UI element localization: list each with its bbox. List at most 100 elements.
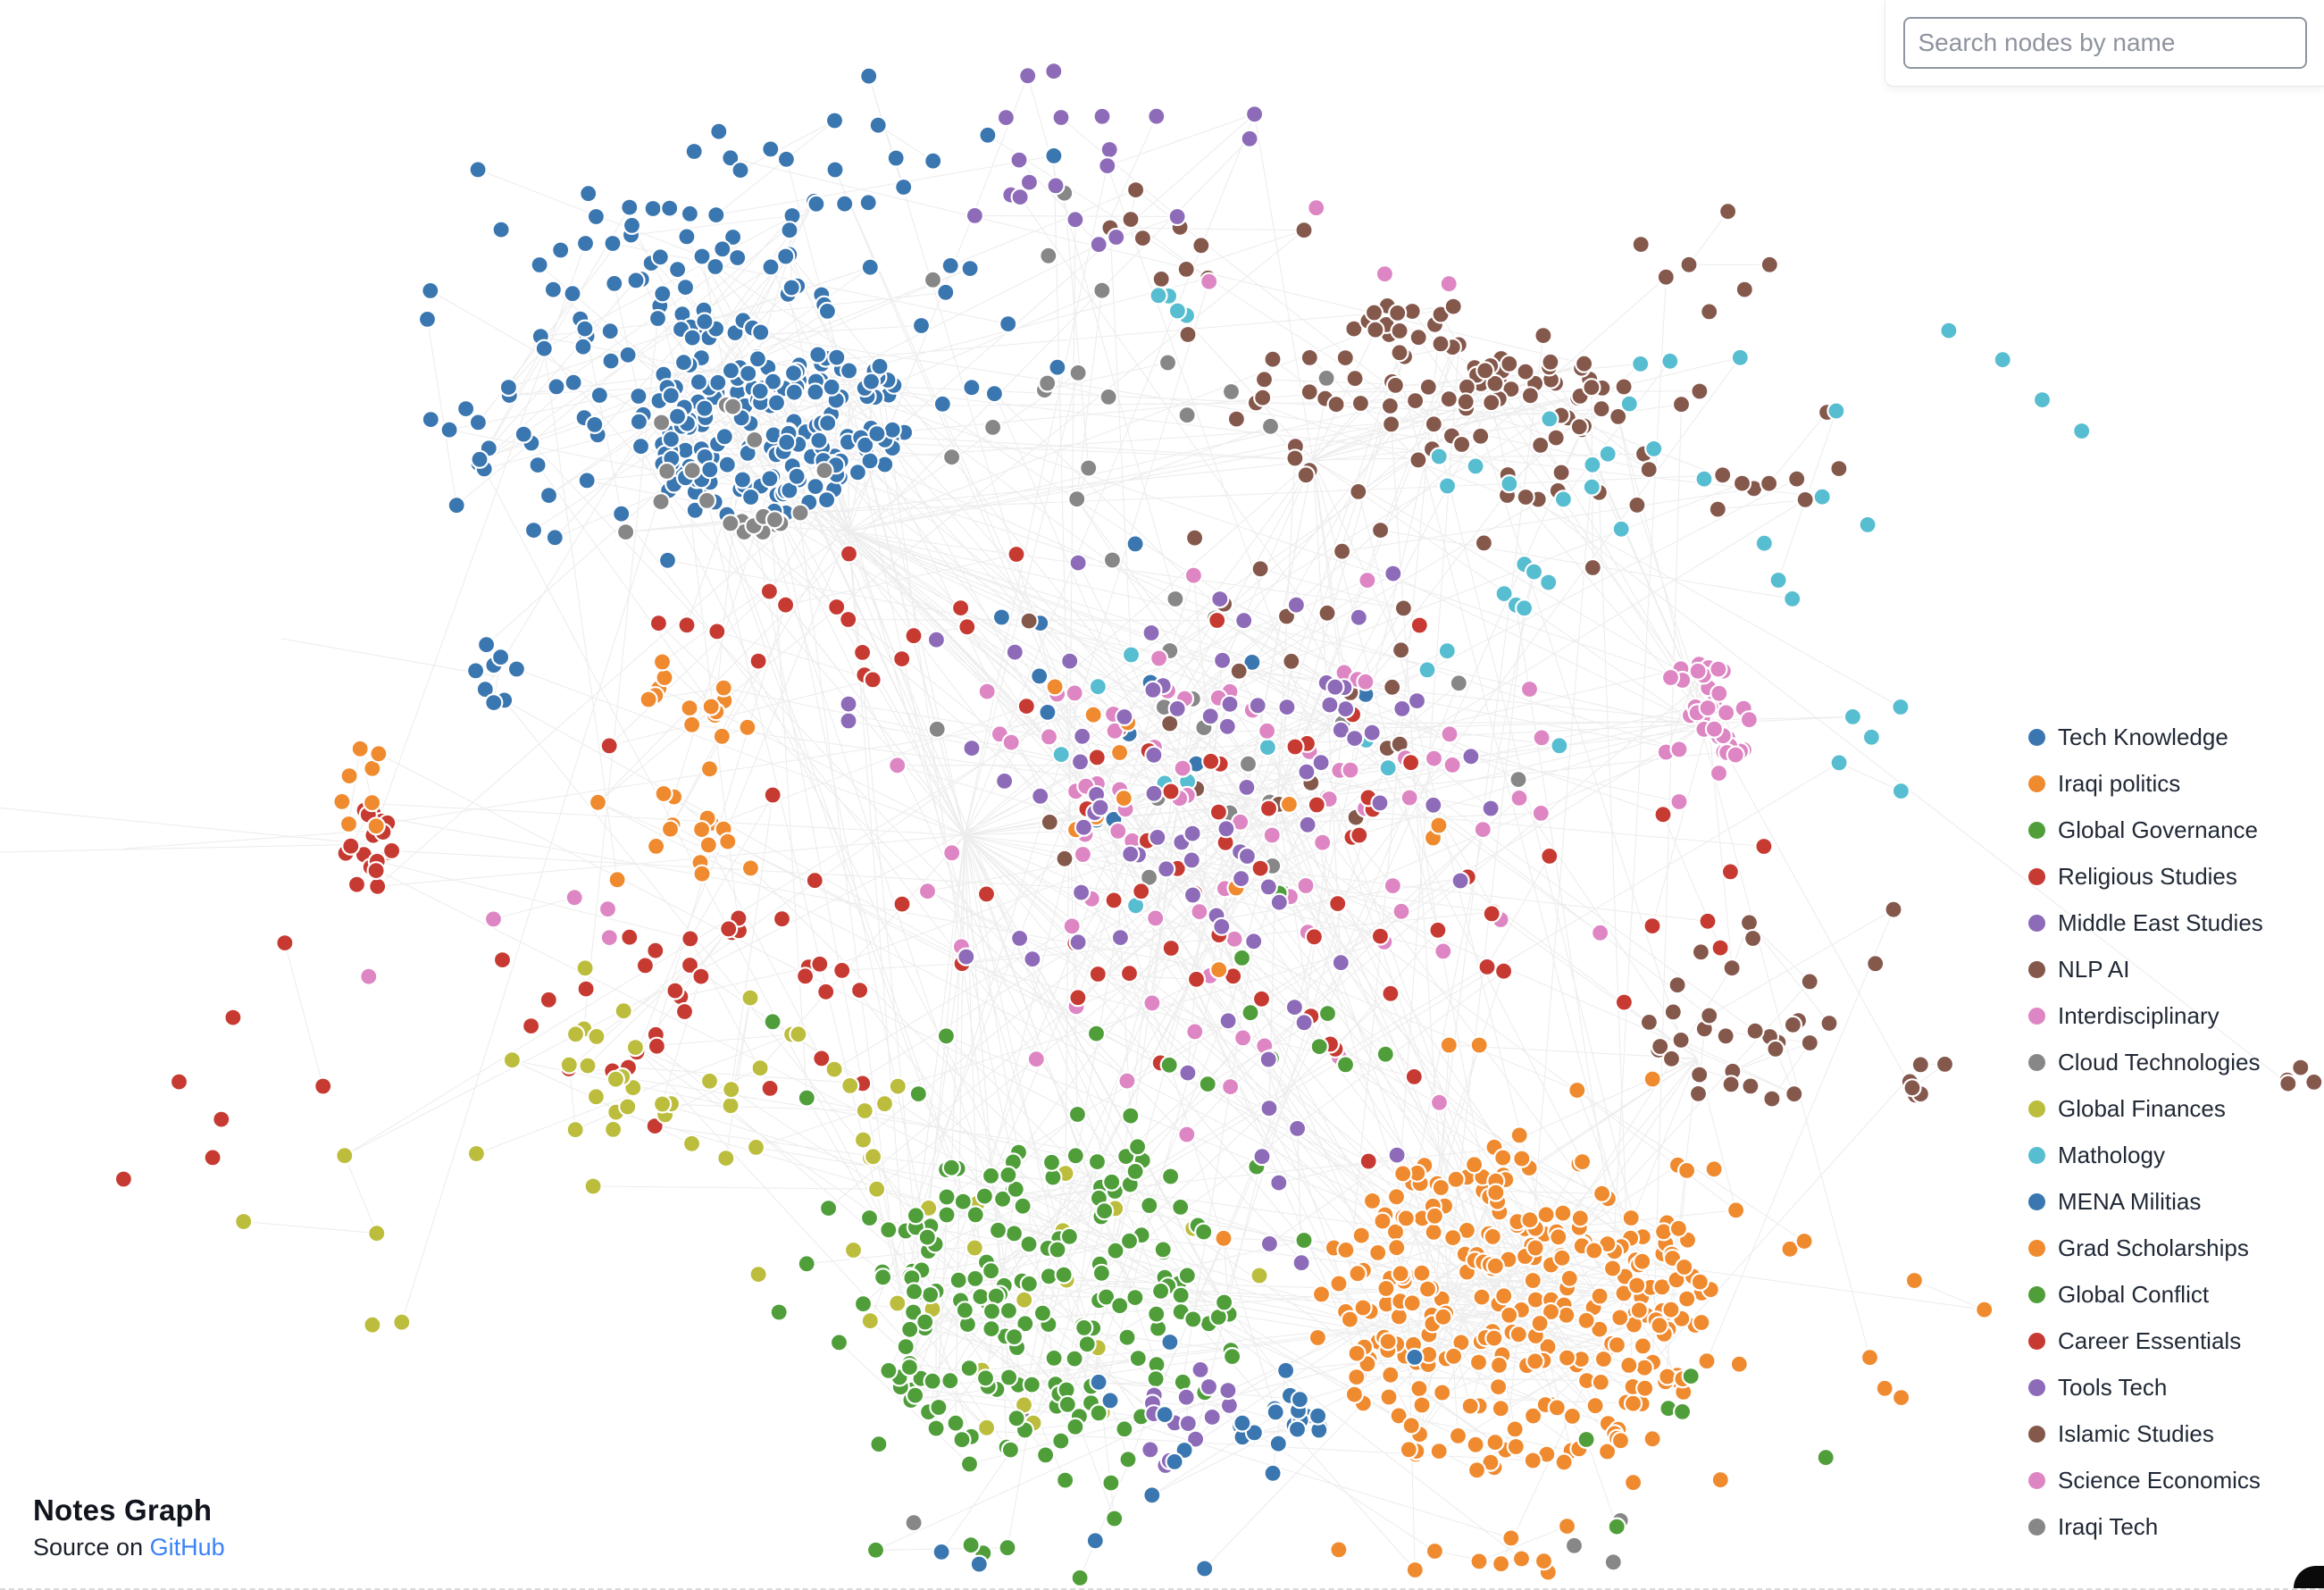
graph-node[interactable] xyxy=(341,836,361,856)
graph-node[interactable] xyxy=(368,876,388,896)
graph-node[interactable] xyxy=(1477,957,1497,977)
github-link[interactable]: GitHub xyxy=(149,1534,225,1561)
graph-node[interactable] xyxy=(915,1312,935,1332)
graph-node[interactable] xyxy=(699,759,720,779)
graph-node[interactable] xyxy=(1785,1084,1804,1104)
graph-node[interactable] xyxy=(1009,150,1029,170)
graph-node[interactable] xyxy=(1349,607,1368,627)
graph-node[interactable] xyxy=(680,955,700,975)
graph-node[interactable] xyxy=(660,198,680,218)
graph-node[interactable] xyxy=(1089,1372,1108,1392)
graph-node[interactable] xyxy=(347,874,367,894)
graph-node[interactable] xyxy=(808,345,828,364)
graph-node[interactable] xyxy=(1512,1149,1532,1168)
graph-node[interactable] xyxy=(1472,1287,1492,1307)
graph-node[interactable] xyxy=(941,1158,961,1177)
graph-node[interactable] xyxy=(2291,1058,2311,1077)
graph-node[interactable] xyxy=(629,412,649,431)
graph-node[interactable] xyxy=(1317,603,1337,623)
graph-node[interactable] xyxy=(1007,544,1026,565)
graph-node[interactable] xyxy=(1591,1372,1610,1393)
graph-node[interactable] xyxy=(586,206,606,227)
graph-node[interactable] xyxy=(586,1087,606,1107)
graph-node[interactable] xyxy=(1551,463,1571,482)
graph-node[interactable] xyxy=(1234,611,1254,631)
graph-node[interactable] xyxy=(1609,406,1628,426)
graph-node[interactable] xyxy=(1639,1012,1659,1033)
graph-node[interactable] xyxy=(992,1189,1013,1209)
graph-node[interactable] xyxy=(1500,354,1519,373)
graph-node[interactable] xyxy=(1700,1006,1719,1025)
graph-node[interactable] xyxy=(491,220,511,239)
graph-node[interactable] xyxy=(465,661,486,681)
graph-node[interactable] xyxy=(777,432,797,452)
graph-node[interactable] xyxy=(888,756,907,775)
graph-node[interactable] xyxy=(917,882,938,901)
graph-node[interactable] xyxy=(1290,1390,1310,1410)
graph-node[interactable] xyxy=(1393,598,1414,618)
graph-node[interactable] xyxy=(1451,434,1472,455)
graph-node[interactable] xyxy=(965,205,985,225)
graph-node[interactable] xyxy=(763,785,782,805)
graph-node[interactable] xyxy=(969,1554,989,1574)
graph-node[interactable] xyxy=(1226,409,1247,429)
graph-node[interactable] xyxy=(940,1371,960,1391)
graph-node[interactable] xyxy=(521,1016,541,1036)
graph-node[interactable] xyxy=(563,284,582,304)
graph-node[interactable] xyxy=(1405,391,1425,411)
graph-node[interactable] xyxy=(706,256,725,277)
graph-node[interactable] xyxy=(1387,1238,1407,1258)
graph-node[interactable] xyxy=(1482,393,1501,413)
graph-node[interactable] xyxy=(839,711,858,731)
graph-node[interactable] xyxy=(1214,1228,1233,1248)
graph-node[interactable] xyxy=(775,595,796,615)
graph-node[interactable] xyxy=(1198,1074,1217,1094)
graph-node[interactable] xyxy=(682,328,702,347)
graph-node[interactable] xyxy=(960,259,980,279)
graph-node[interactable] xyxy=(1058,1394,1077,1414)
graph-node[interactable] xyxy=(1241,1003,1260,1023)
graph-node[interactable] xyxy=(1516,362,1535,381)
graph-node[interactable] xyxy=(576,979,596,999)
graph-node[interactable] xyxy=(1060,651,1080,671)
graph-node[interactable] xyxy=(1661,1300,1681,1319)
graph-node[interactable] xyxy=(1891,781,1910,801)
graph-node[interactable] xyxy=(534,339,554,358)
graph-node[interactable] xyxy=(1450,871,1470,891)
graph-node[interactable] xyxy=(565,1025,586,1044)
graph-node[interactable] xyxy=(1614,377,1634,397)
graph-node[interactable] xyxy=(1066,1417,1085,1436)
graph-node[interactable] xyxy=(1437,476,1458,496)
graph-node[interactable] xyxy=(1516,487,1535,507)
legend-item-mathology[interactable]: Mathology xyxy=(2028,1132,2263,1178)
graph-node[interactable] xyxy=(1794,1231,1814,1251)
graph-node[interactable] xyxy=(1461,747,1481,766)
graph-node[interactable] xyxy=(1045,677,1065,697)
graph-node[interactable] xyxy=(1039,246,1058,265)
graph-node[interactable] xyxy=(1104,891,1124,910)
graph-node[interactable] xyxy=(350,739,370,758)
graph-node[interactable] xyxy=(1038,373,1058,393)
graph-node[interactable] xyxy=(1155,1404,1175,1425)
graph-node[interactable] xyxy=(867,424,887,444)
graph-node[interactable] xyxy=(1975,1300,1994,1319)
graph-node[interactable] xyxy=(1067,1104,1088,1125)
graph-node[interactable] xyxy=(1000,1440,1021,1460)
graph-node[interactable] xyxy=(1708,499,1727,519)
graph-node[interactable] xyxy=(1092,106,1112,126)
graph-node[interactable] xyxy=(722,1080,741,1100)
graph-node[interactable] xyxy=(1584,1241,1604,1260)
graph-node[interactable] xyxy=(1244,105,1265,124)
graph-node[interactable] xyxy=(994,771,1015,791)
graph-node[interactable] xyxy=(1380,396,1400,415)
graph-node[interactable] xyxy=(1079,458,1099,478)
graph-node[interactable] xyxy=(1627,1276,1647,1295)
graph-node[interactable] xyxy=(959,1454,980,1474)
graph-node[interactable] xyxy=(1550,736,1569,756)
graph-node[interactable] xyxy=(1210,589,1230,609)
graph-node[interactable] xyxy=(709,121,729,141)
graph-node[interactable] xyxy=(1520,386,1541,406)
graph-node[interactable] xyxy=(1390,321,1409,340)
graph-node[interactable] xyxy=(1631,235,1651,255)
